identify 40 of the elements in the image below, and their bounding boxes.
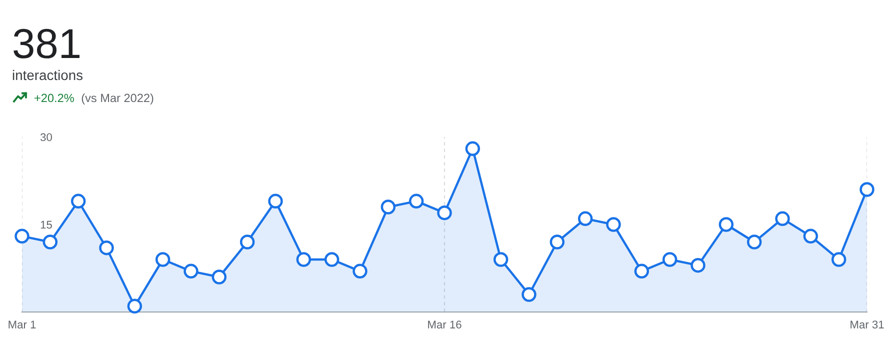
x-tick-label: Mar 16 [428,320,462,328]
point [831,252,846,267]
point [662,252,678,267]
point [408,194,424,209]
point [634,264,650,279]
text: (vs Mar 2022) [82,94,154,104]
point [606,217,621,232]
point [746,234,762,250]
point [352,264,368,279]
point [465,141,480,156]
point [99,240,114,256]
point [324,252,340,267]
chart-subtitle: interactions [12,70,83,80]
point [578,211,593,226]
point [42,234,58,250]
y-tick-label: 15 [40,220,52,229]
point [493,252,508,267]
x-tick-label: Mar 31 [850,320,884,328]
point [212,270,227,284]
point [14,228,30,244]
point [690,258,706,273]
point [718,217,734,232]
point [860,182,874,197]
point [803,228,818,244]
text: +20.2% [34,94,74,102]
point [550,234,565,250]
point [380,200,396,214]
point [155,252,170,267]
point [522,287,536,302]
chart-title: 381 [14,28,80,58]
point [437,205,452,220]
point [240,234,255,250]
y-tick-label: 30 [40,133,52,142]
point [775,211,790,226]
point [268,194,283,209]
point [184,264,198,279]
point [127,298,142,314]
x-tick-label: Mar 1 [8,320,36,328]
point [296,252,312,267]
point [70,194,86,209]
